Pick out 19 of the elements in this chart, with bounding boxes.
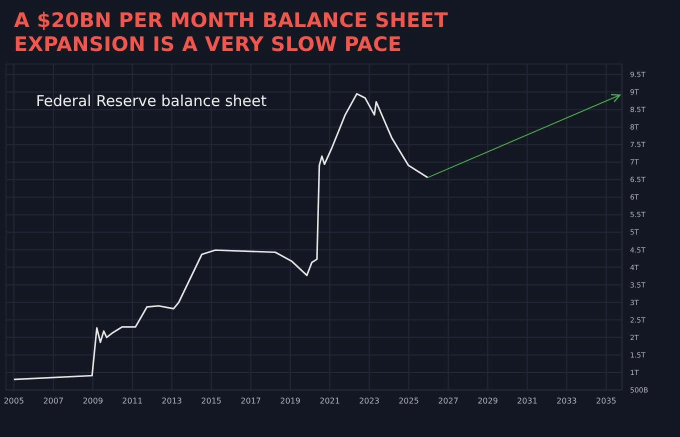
- x-tick-label: 2015: [201, 396, 222, 406]
- x-tick-label: 2017: [240, 396, 261, 406]
- x-tick-label: 2027: [438, 396, 458, 406]
- x-tick-label: 2009: [82, 396, 104, 406]
- x-tick-label: 2019: [280, 396, 300, 406]
- x-tick-label: 2005: [4, 396, 24, 406]
- x-tick-label: 2021: [320, 396, 340, 406]
- x-tick-label: 2029: [478, 396, 498, 406]
- x-tick-label: 2023: [359, 396, 380, 406]
- x-tick-label: 2025: [398, 396, 419, 406]
- x-tick-label: 2013: [162, 396, 182, 406]
- x-tick-label: 2011: [122, 396, 143, 406]
- x-tick-label: 2007: [43, 396, 64, 406]
- line-series: [13, 92, 429, 380]
- x-tick-label: 2035: [596, 396, 616, 406]
- chart-title: A $20BN PER MONTH BALANCE SHEET EXPANSION IS A VERY SLOW PACE: [14, 8, 450, 56]
- x-tick-label: 2031: [517, 396, 538, 406]
- annotation: Federal Reserve balance sheet: [36, 92, 267, 110]
- x-tick-label: 2033: [556, 396, 577, 406]
